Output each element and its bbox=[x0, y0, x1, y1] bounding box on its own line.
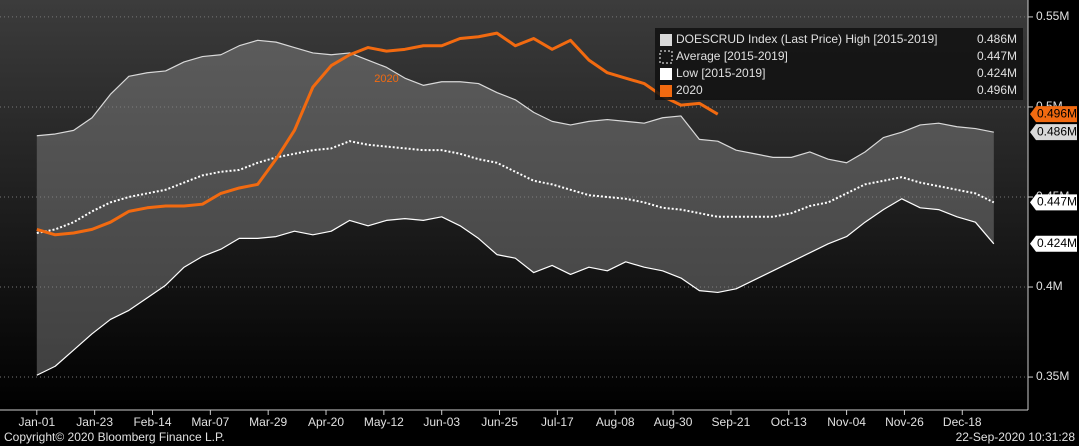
x-tick-label: Apr-20 bbox=[308, 415, 344, 429]
x-tick-label: Jul-17 bbox=[541, 415, 574, 429]
x-tick-label: Nov-26 bbox=[885, 415, 924, 429]
value-tag-label: 0.496M bbox=[1037, 106, 1077, 120]
series-line bbox=[36, 31, 719, 237]
legend-label: DOESCRUD Index (Last Price) High [2015-2… bbox=[676, 32, 937, 46]
x-tick-label: Sep-21 bbox=[712, 415, 751, 429]
x-tick-label: Oct-13 bbox=[771, 415, 807, 429]
value-tag-label: 0.486M bbox=[1037, 124, 1077, 138]
series-annotation: 2020 bbox=[374, 73, 398, 85]
value-tag bbox=[1030, 194, 1077, 211]
series-line bbox=[36, 140, 995, 234]
legend-swatch bbox=[660, 68, 672, 80]
copyright: Copyright© 2020 Bloomberg Finance L.P. bbox=[4, 430, 225, 444]
x-tick-label: Mar-29 bbox=[249, 415, 287, 429]
legend-label: Low [2015-2019] bbox=[676, 66, 765, 80]
legend-label: Average [2015-2019] bbox=[676, 49, 788, 63]
legend-value: 0.424M bbox=[977, 66, 1017, 80]
legend-value: 0.486M bbox=[977, 32, 1017, 46]
y-tick-label: 0.4M bbox=[1036, 279, 1063, 293]
series-line bbox=[36, 39, 994, 164]
x-tick-label: Aug-30 bbox=[654, 415, 693, 429]
value-tag bbox=[1030, 106, 1077, 123]
legend-label: 2020 bbox=[676, 83, 703, 97]
legend-value: 0.496M bbox=[977, 83, 1017, 97]
legend-value: 0.447M bbox=[977, 49, 1017, 63]
value-tag bbox=[1030, 124, 1077, 141]
legend-swatch bbox=[659, 50, 673, 64]
legend-box bbox=[655, 28, 1023, 100]
value-tag-label: 0.424M bbox=[1037, 236, 1077, 250]
legend-swatch bbox=[660, 85, 672, 97]
x-tick-label: Mar-07 bbox=[191, 415, 229, 429]
x-tick-label: Feb-14 bbox=[133, 415, 171, 429]
y-tick-label: 0.35M bbox=[1036, 369, 1069, 383]
value-tag-label: 0.447M bbox=[1037, 195, 1077, 209]
x-tick-label: Jun-03 bbox=[423, 415, 460, 429]
x-tick-label: Dec-18 bbox=[943, 415, 982, 429]
value-tag bbox=[1030, 235, 1077, 252]
x-tick-label: Jan-01 bbox=[18, 415, 55, 429]
y-tick-label: 0.55M bbox=[1036, 9, 1069, 23]
legend-swatch bbox=[660, 34, 672, 46]
series-line bbox=[36, 198, 995, 376]
x-tick-label: Jun-25 bbox=[481, 415, 518, 429]
range-band bbox=[36, 40, 994, 376]
x-tick-label: Jan-23 bbox=[76, 415, 113, 429]
x-tick-label: May-12 bbox=[364, 415, 404, 429]
timestamp: 22-Sep-2020 10:31:28 bbox=[956, 430, 1076, 444]
x-tick-label: Nov-04 bbox=[827, 415, 866, 429]
x-tick-label: Aug-08 bbox=[596, 415, 635, 429]
